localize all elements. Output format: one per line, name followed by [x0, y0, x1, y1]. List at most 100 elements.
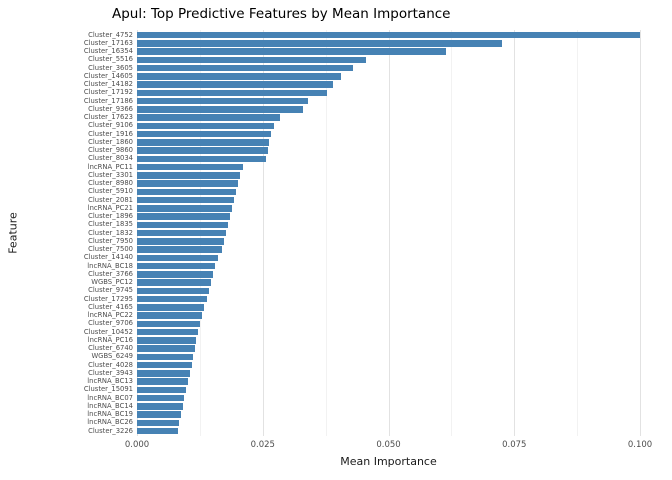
- bar-row: [137, 64, 666, 72]
- bar-row: [137, 394, 666, 402]
- bar-row: [137, 279, 666, 287]
- bar: [137, 147, 268, 154]
- y-axis-label: Cluster_17186: [83, 96, 133, 105]
- bar: [137, 56, 366, 64]
- bar-row: [137, 427, 666, 435]
- y-axis-label: Cluster_5516: [88, 55, 133, 64]
- y-axis-label: Cluster_14605: [83, 71, 133, 80]
- y-axis-label: Cluster_9860: [88, 146, 133, 155]
- bar: [137, 114, 281, 121]
- y-axis-label: lncRNA_PC22: [87, 311, 133, 320]
- x-axis-tick-label: 0.025: [250, 440, 275, 450]
- bar-row: [137, 295, 666, 303]
- y-axis-label: WGBS_6249: [91, 352, 133, 361]
- bar: [137, 196, 234, 204]
- bar-row: [137, 147, 666, 155]
- bar-row: [137, 378, 666, 386]
- y-axis-label: Cluster_1860: [88, 137, 133, 146]
- bar-row: [137, 72, 666, 80]
- y-axis-label: WGBS_PC12: [91, 278, 133, 287]
- y-axis-label: lncRNA_PC21: [87, 203, 133, 212]
- bar: [137, 106, 303, 113]
- bar-row: [137, 312, 666, 320]
- y-axis-label: Cluster_10452: [83, 327, 133, 336]
- y-axis-label: Cluster_1835: [88, 220, 133, 229]
- bar: [137, 328, 198, 336]
- x-axis-tick-labels: 0.000 0.025 0.050 0.075 0.100: [0, 440, 672, 452]
- bar-row: [137, 262, 666, 270]
- bar: [137, 254, 218, 262]
- bar-row: [137, 163, 666, 171]
- y-axis-label: Cluster_3766: [88, 269, 133, 278]
- y-axis-label: Cluster_7950: [88, 236, 133, 245]
- bar: [137, 419, 180, 427]
- y-axis-label: Cluster_14182: [83, 80, 133, 89]
- y-axis-label: Cluster_9706: [88, 319, 133, 328]
- x-axis-tick-label: 0.075: [502, 440, 527, 450]
- bar: [137, 238, 224, 245]
- bar-row: [137, 31, 666, 39]
- y-axis-label: Cluster_17163: [83, 38, 133, 47]
- gridline-minor: [577, 30, 579, 436]
- bar-row: [137, 56, 666, 64]
- bar: [137, 229, 226, 237]
- bar-row: [137, 213, 666, 221]
- bar: [137, 295, 207, 303]
- bar: [137, 279, 211, 286]
- bars-container: [137, 31, 666, 435]
- bar-row: [137, 386, 666, 394]
- bar: [137, 163, 243, 171]
- x-axis-tick-label: 0.100: [627, 440, 653, 450]
- bar-row: [137, 361, 666, 369]
- x-axis-tick-label: 0.050: [376, 440, 401, 450]
- bar: [137, 246, 222, 253]
- y-axis-label: Cluster_4028: [88, 360, 133, 369]
- bar: [137, 73, 341, 80]
- y-axis-title: Feature: [6, 212, 20, 254]
- bar-row: [137, 171, 666, 179]
- y-axis-label: Cluster_3605: [88, 63, 133, 72]
- gridline-minor: [451, 30, 453, 436]
- bar-row: [137, 105, 666, 113]
- y-axis-label: Cluster_3301: [88, 170, 133, 179]
- bar: [137, 81, 334, 88]
- bar-row: [137, 122, 666, 130]
- bar-row: [137, 180, 666, 188]
- y-axis-label: Cluster_16354: [83, 47, 133, 56]
- y-axis-label: Cluster_4165: [88, 302, 133, 311]
- y-axis-label: Cluster_17192: [83, 88, 133, 97]
- y-axis-label: Cluster_6740: [88, 344, 133, 353]
- bar-row: [137, 369, 666, 377]
- bar: [137, 48, 447, 55]
- y-axis-label: Cluster_3943: [88, 368, 133, 377]
- bar-row: [137, 188, 666, 196]
- y-axis-label: Cluster_5910: [88, 187, 133, 196]
- bar-row: [137, 270, 666, 278]
- gridline-major: [262, 30, 264, 436]
- bar-row: [137, 81, 666, 89]
- bar: [137, 378, 188, 385]
- bar-row: [137, 221, 666, 229]
- bar: [137, 97, 309, 105]
- bar: [137, 64, 354, 72]
- y-axis-label: Cluster_7500: [88, 245, 133, 254]
- bar: [137, 40, 502, 47]
- y-axis-label: Cluster_8980: [88, 179, 133, 188]
- y-axis-label: lncRNA_BC19: [87, 410, 133, 419]
- y-axis-label: lncRNA_BC14: [87, 401, 133, 410]
- bar: [137, 370, 191, 377]
- y-axis-label: Cluster_9745: [88, 286, 133, 295]
- bar: [137, 353, 194, 361]
- bar-row: [137, 48, 666, 56]
- bar-row: [137, 97, 666, 105]
- bar: [137, 312, 202, 319]
- bar: [137, 427, 178, 435]
- bar-row: [137, 229, 666, 237]
- y-axis-label: lncRNA_BC26: [87, 418, 133, 427]
- bar: [137, 411, 182, 418]
- bar: [137, 221, 228, 229]
- y-axis-label: Cluster_15091: [83, 385, 133, 394]
- bar: [137, 271, 213, 278]
- y-axis-label: Cluster_17623: [83, 113, 133, 122]
- bar-row: [137, 39, 666, 47]
